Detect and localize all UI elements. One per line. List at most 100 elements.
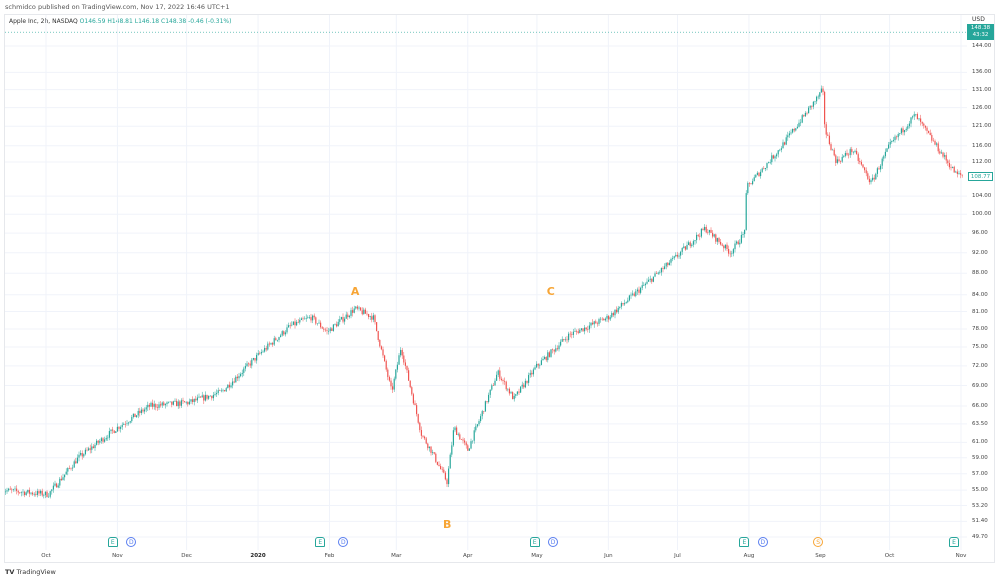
price-tick: 136.00 — [972, 69, 992, 76]
candle-body — [228, 384, 231, 388]
price-tick: 66.00 — [972, 403, 988, 410]
candle-body — [611, 313, 613, 318]
candle-body — [894, 136, 896, 141]
candle-body — [660, 268, 663, 273]
candle-body — [596, 323, 599, 325]
candle-body — [272, 343, 274, 345]
candle-body — [470, 441, 472, 449]
candle-body — [446, 479, 448, 485]
candle-body — [22, 491, 24, 493]
publisher-line: schmidco published on TradingView.com, N… — [5, 3, 230, 11]
candle-body — [851, 149, 853, 153]
candle-body — [116, 426, 119, 432]
candle-body — [747, 183, 749, 194]
price-chart[interactable] — [5, 15, 967, 550]
candle-body — [798, 122, 800, 127]
candle-body — [558, 345, 560, 350]
candle-body — [443, 469, 445, 473]
candle-body — [174, 400, 176, 402]
candle-body — [953, 166, 955, 173]
candle-body — [214, 394, 216, 395]
time-tick: Nov — [112, 553, 123, 559]
earnings-icon[interactable]: E — [739, 537, 750, 547]
earnings-icon[interactable]: E — [949, 537, 960, 547]
price-tick: 121.00 — [972, 123, 992, 130]
candle-body — [340, 317, 343, 320]
candle-body — [48, 496, 50, 498]
candle-body — [83, 454, 85, 457]
candle-body — [731, 253, 733, 255]
candle-body — [921, 121, 923, 124]
candle-body — [920, 118, 922, 122]
candle-body — [872, 177, 874, 181]
candle-body — [766, 163, 768, 169]
time-tick: Oct — [884, 553, 895, 559]
candle-body — [171, 401, 173, 405]
candle-body — [931, 135, 933, 141]
candle-body — [780, 148, 783, 150]
candle-body — [555, 348, 557, 352]
earnings-icon[interactable]: E — [315, 537, 326, 547]
earnings-icon[interactable]: E — [107, 537, 118, 547]
time-tick: May — [531, 553, 543, 559]
candle-body — [640, 287, 642, 293]
candle-body — [876, 168, 879, 174]
candle-body — [91, 446, 93, 450]
candle-body — [553, 349, 555, 352]
last-price: 148.38 — [970, 25, 991, 31]
candle-body — [294, 321, 296, 326]
candle-body — [830, 144, 832, 150]
candle-body — [556, 348, 559, 350]
candle-body — [366, 313, 368, 315]
candle-body — [923, 123, 925, 126]
candle-body — [502, 380, 504, 381]
candle-body — [838, 159, 840, 162]
price-tick: 96.00 — [972, 230, 988, 237]
candle-body — [752, 181, 754, 185]
candle-body — [456, 427, 458, 435]
candle-body — [753, 177, 755, 182]
candle-body — [270, 343, 272, 345]
dividend-icon[interactable]: D — [757, 537, 768, 547]
candle-body — [819, 92, 821, 97]
candle-body — [396, 364, 399, 370]
candle-body — [438, 464, 440, 466]
candle-body — [265, 348, 267, 350]
open-value: O146.59 — [79, 18, 106, 25]
candle-body — [139, 410, 141, 414]
candle-body — [168, 401, 170, 403]
price-tick: 100.00 — [972, 211, 992, 218]
candle-body — [755, 174, 757, 178]
price-tick: 84.00 — [972, 291, 988, 298]
candle-body — [592, 322, 594, 325]
dividend-icon[interactable]: D — [338, 537, 349, 547]
candle-body — [185, 402, 187, 403]
candle-body — [211, 395, 213, 399]
time-tick: Aug — [743, 553, 755, 559]
candle-body — [793, 128, 795, 131]
candle-body — [398, 355, 400, 365]
dividend-icon[interactable]: D — [126, 537, 137, 547]
earnings-icon[interactable]: E — [529, 537, 540, 547]
dividend-icon[interactable]: D — [548, 537, 559, 547]
candle-body — [718, 238, 720, 242]
candle-body — [203, 395, 205, 401]
candle-body — [924, 125, 927, 128]
candle-body — [667, 262, 669, 266]
candle-body — [713, 234, 715, 237]
candle-body — [926, 127, 928, 131]
candle-body — [198, 396, 200, 398]
candle-body — [539, 364, 541, 366]
split-icon[interactable]: S — [813, 537, 824, 547]
candle-body — [841, 156, 843, 162]
candle-body — [500, 378, 503, 381]
candle-body — [540, 360, 543, 365]
candle-body — [859, 160, 861, 162]
time-tick: Sep — [815, 553, 826, 559]
candle-body — [59, 478, 61, 486]
candle-body — [24, 491, 26, 496]
candle-body — [945, 155, 947, 161]
candle-body — [888, 144, 890, 149]
candle-body — [678, 255, 680, 257]
candle-body — [582, 328, 584, 332]
